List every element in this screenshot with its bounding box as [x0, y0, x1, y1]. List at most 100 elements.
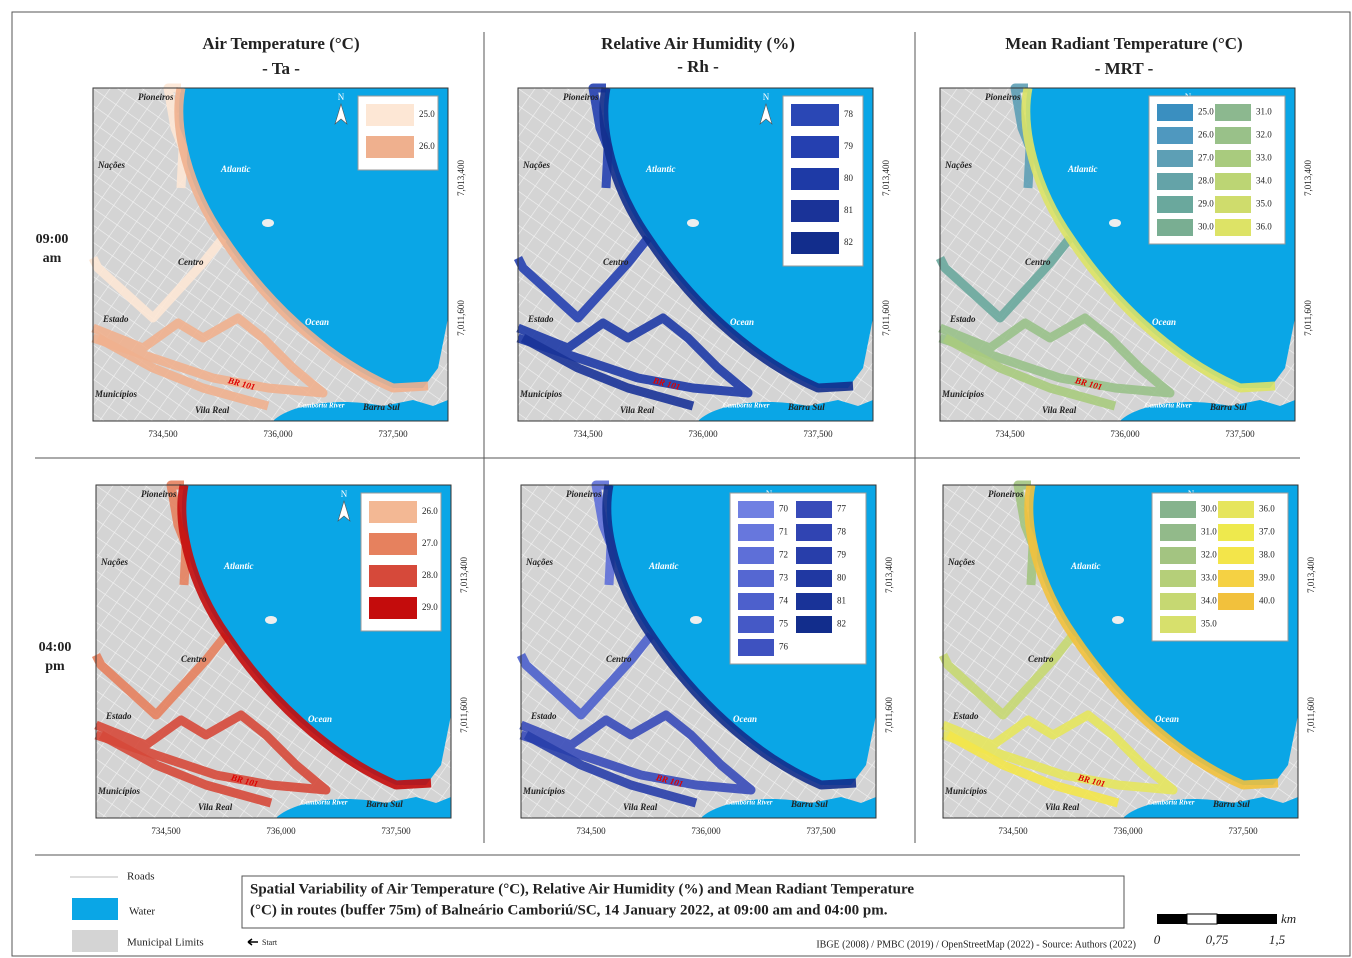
legend-swatch [1160, 616, 1196, 633]
legend-swatch [1157, 173, 1193, 190]
legend-swatch [791, 232, 839, 254]
legend-label: 37.0 [1259, 527, 1275, 537]
legend-label: 75 [779, 619, 789, 629]
place-label: Ocean [1155, 714, 1179, 724]
legend-swatch [1218, 524, 1254, 541]
legend-swatch [1160, 593, 1196, 610]
river-label: Camboriú River [1148, 799, 1195, 807]
scale-unit: km [1281, 911, 1296, 926]
legend-swatch [1215, 219, 1251, 236]
place-label: Ocean [308, 714, 332, 724]
legend-label: 80 [837, 573, 847, 583]
legend-swatch [796, 547, 832, 564]
island [690, 616, 702, 624]
scale-label: 0,75 [1206, 932, 1229, 947]
legend-label: Municipal Limits [127, 937, 204, 949]
place-label: Nações [525, 557, 553, 567]
y-tick-label: 7,013,400 [459, 557, 469, 594]
scale-label: 0 [1154, 932, 1161, 947]
x-tick-label: 737,500 [1225, 429, 1255, 439]
y-tick-label: 7,013,400 [1303, 160, 1313, 197]
legend-label: 76 [779, 642, 789, 652]
legend-swatch [738, 570, 774, 587]
legend-swatch [1218, 570, 1254, 587]
place-label: Estado [952, 711, 979, 721]
map-panel: PioneirosNaçõesAtlanticCentroOceanEstado… [940, 88, 1313, 439]
place-label: Atlantic [220, 164, 251, 174]
place-label: Nações [97, 160, 125, 170]
water-symbol [72, 898, 118, 920]
legend-label: 31.0 [1256, 107, 1272, 117]
x-tick-label: 737,500 [1228, 826, 1258, 836]
legend-label: 26.0 [419, 141, 435, 151]
place-label: Nações [944, 160, 972, 170]
legend-label: 79 [837, 550, 847, 560]
legend-swatch [796, 524, 832, 541]
figure: Air Temperature (°C) - Ta - Relative Air… [0, 0, 1352, 958]
legend-label: 27.0 [1198, 153, 1214, 163]
legend-swatch [1218, 593, 1254, 610]
place-label: Pioneiros [563, 92, 599, 102]
y-tick-label: 7,011,600 [1306, 697, 1316, 733]
place-label: Municípios [94, 389, 138, 399]
y-tick-label: 7,011,600 [881, 300, 891, 336]
legend-label: 38.0 [1259, 550, 1275, 560]
legend-label: 27.0 [422, 538, 438, 548]
column-title: Relative Air Humidity (%) [601, 34, 795, 53]
x-tick-label: 734,500 [148, 429, 178, 439]
map-panel: PioneirosNaçõesAtlanticCentroOceanEstado… [518, 88, 891, 439]
legend-label: 34.0 [1256, 176, 1272, 186]
place-label: Vila Real [1042, 405, 1077, 415]
place-label: Vila Real [198, 802, 233, 812]
row-label: am [43, 251, 62, 266]
scale-bar [1187, 914, 1217, 924]
legend-swatch [369, 597, 417, 619]
legend-label: 36.0 [1259, 504, 1275, 514]
x-tick-label: 734,500 [573, 429, 603, 439]
north-label: N [338, 92, 345, 102]
x-tick-label: 736,000 [266, 826, 296, 836]
x-tick-label: 734,500 [995, 429, 1025, 439]
legend-label: 39.0 [1259, 573, 1275, 583]
legend-swatch [796, 570, 832, 587]
legend-swatch [796, 616, 832, 633]
place-label: Pioneiros [138, 92, 174, 102]
legend-swatch [738, 616, 774, 633]
x-tick-label: 736,000 [1113, 826, 1143, 836]
legend-label: 28.0 [422, 570, 438, 580]
y-tick-label: 7,013,400 [456, 160, 466, 197]
x-tick-label: 737,500 [381, 826, 411, 836]
legend-swatch [738, 524, 774, 541]
legend-swatch [791, 168, 839, 190]
legend-swatch [369, 501, 417, 523]
place-label: Barra Sul [362, 402, 400, 412]
legend-label: 30.0 [1198, 222, 1214, 232]
place-label: Estado [527, 314, 554, 324]
legend-swatch [738, 501, 774, 518]
x-tick-label: 736,000 [688, 429, 718, 439]
start-symbol [248, 939, 258, 945]
legend-label: 33.0 [1201, 573, 1217, 583]
legend-label: 78 [837, 527, 847, 537]
y-tick-label: 7,011,600 [1303, 300, 1313, 336]
place-label: Estado [530, 711, 557, 721]
place-label: Vila Real [195, 405, 230, 415]
place-label: Ocean [733, 714, 757, 724]
row-label: pm [45, 659, 65, 674]
x-tick-label: 734,500 [998, 826, 1028, 836]
place-label: Ocean [305, 317, 329, 327]
legend-swatch [1215, 104, 1251, 121]
island [1112, 616, 1124, 624]
legend-swatch [1157, 127, 1193, 144]
y-tick-label: 7,013,400 [884, 557, 894, 594]
place-label: Nações [522, 160, 550, 170]
legend-swatch [1160, 570, 1196, 587]
place-label: Vila Real [620, 405, 655, 415]
legend-swatch [1218, 501, 1254, 518]
column-title: Mean Radiant Temperature (°C) [1005, 34, 1242, 53]
y-tick-label: 7,011,600 [884, 697, 894, 733]
column-subtitle: - Ta - [262, 59, 300, 78]
legend-swatch [791, 136, 839, 158]
